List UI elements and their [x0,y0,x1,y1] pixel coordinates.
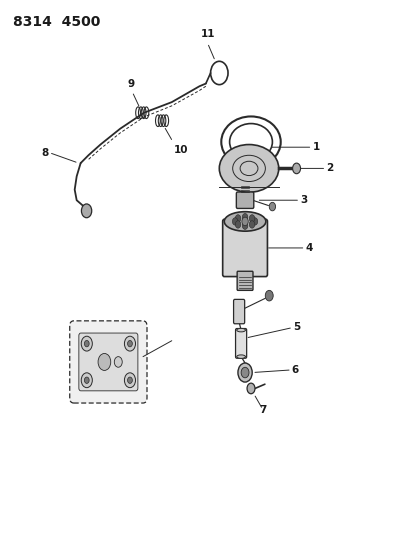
Circle shape [81,373,92,387]
Ellipse shape [237,328,245,332]
Text: 8: 8 [41,148,49,158]
Circle shape [81,336,92,351]
Text: 8314  4500: 8314 4500 [13,14,101,29]
Text: 3: 3 [300,195,307,205]
Circle shape [238,363,252,382]
Ellipse shape [237,355,245,358]
Text: 12: 12 [235,328,247,337]
Text: 1: 1 [312,142,320,152]
Circle shape [85,341,89,347]
Circle shape [124,336,136,351]
Circle shape [269,203,276,211]
FancyBboxPatch shape [237,271,253,290]
FancyBboxPatch shape [236,192,254,208]
Circle shape [235,215,241,222]
Circle shape [114,357,122,367]
Circle shape [241,367,249,378]
Text: 2: 2 [326,164,334,173]
Circle shape [128,341,132,347]
FancyBboxPatch shape [235,328,247,358]
Circle shape [85,377,89,383]
FancyBboxPatch shape [70,321,147,403]
Circle shape [235,221,241,228]
Circle shape [249,215,255,222]
Circle shape [81,204,92,217]
Circle shape [128,377,132,383]
Text: 10: 10 [174,144,188,155]
FancyBboxPatch shape [79,333,138,391]
Text: 5: 5 [293,322,300,333]
Circle shape [242,217,248,225]
Circle shape [252,217,258,225]
FancyBboxPatch shape [223,219,267,277]
Text: 4: 4 [306,243,313,253]
Circle shape [265,290,273,301]
Text: 11: 11 [201,29,215,39]
Text: 9: 9 [127,79,134,89]
Circle shape [242,222,248,229]
Circle shape [232,217,238,225]
Text: 6: 6 [292,365,299,375]
Text: 7: 7 [259,405,267,415]
Circle shape [242,214,248,221]
Circle shape [292,163,300,174]
Circle shape [249,221,255,228]
Ellipse shape [219,144,279,192]
Ellipse shape [224,212,266,231]
FancyBboxPatch shape [233,300,245,324]
Circle shape [124,373,136,387]
Circle shape [98,353,111,370]
Circle shape [247,383,255,394]
